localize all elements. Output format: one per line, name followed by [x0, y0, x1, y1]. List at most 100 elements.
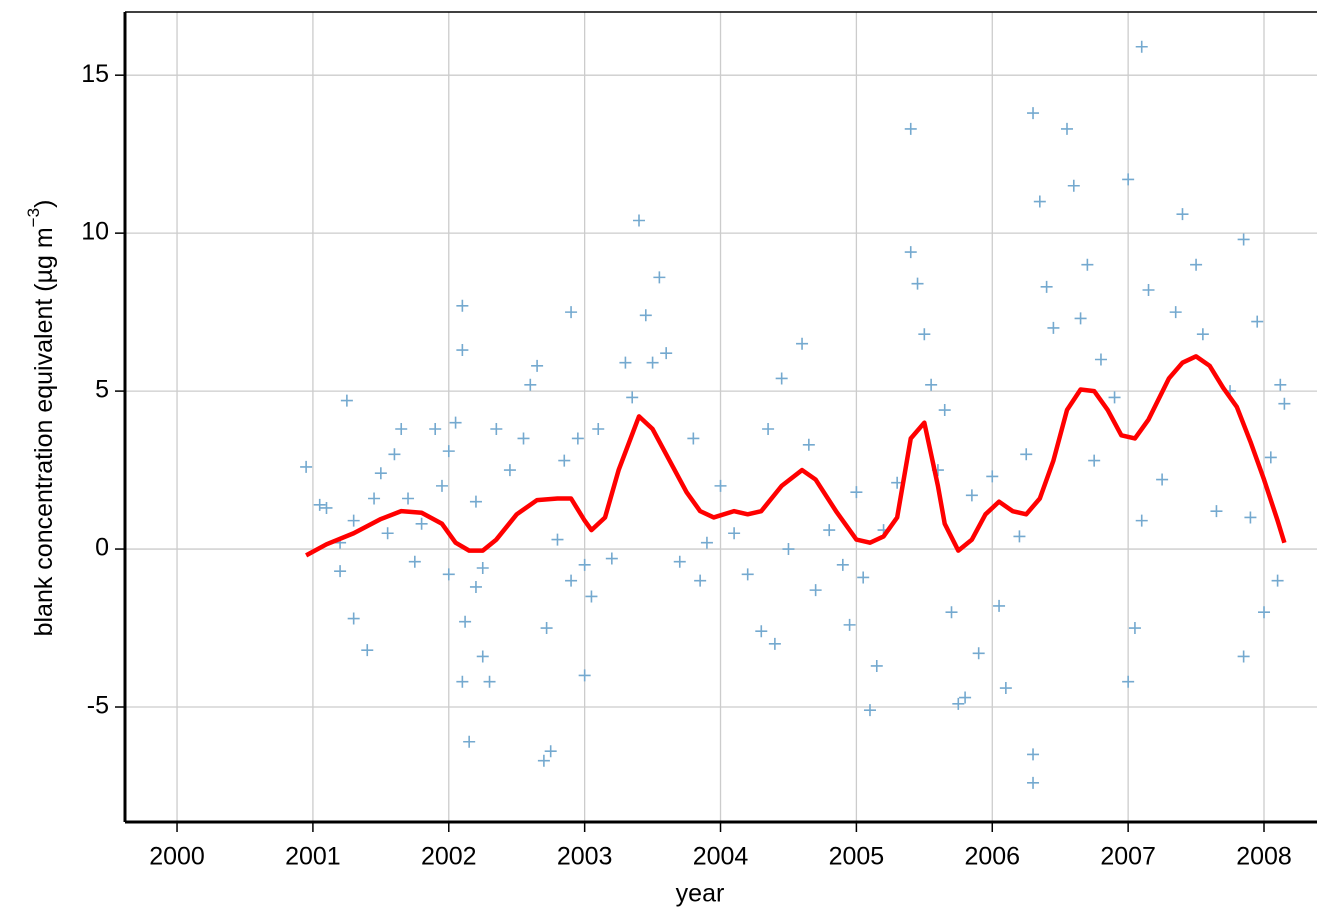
scatter-point — [463, 735, 476, 748]
scatter-point — [741, 568, 754, 581]
scatter-point — [1237, 650, 1250, 663]
scatter-point — [762, 423, 775, 436]
scatter-point — [551, 533, 564, 546]
scatter-point — [476, 650, 489, 663]
scatter-point — [938, 404, 951, 417]
scatter-point — [1244, 511, 1257, 524]
y-axis-label: blank concentration equivalent (µg m−3) — [24, 200, 57, 637]
scatter-point — [347, 514, 360, 527]
scatter-point — [558, 454, 571, 467]
scatter-point — [585, 590, 598, 603]
scatter-point — [755, 625, 768, 638]
scatter-point — [402, 492, 415, 505]
scatter-point — [925, 378, 938, 391]
y-axis-label-text: blank concentration equivalent (µg m — [30, 227, 58, 636]
y-tick-label: 15 — [81, 60, 109, 88]
scatter-point — [429, 423, 442, 436]
scatter-point — [694, 574, 707, 587]
scatter-point — [1271, 574, 1284, 587]
scatter-point — [1088, 454, 1101, 467]
scatter-point — [1196, 328, 1209, 341]
scatter-point — [768, 637, 781, 650]
scatter-point — [836, 558, 849, 571]
scatter-point — [374, 467, 387, 480]
scatter-point — [476, 562, 489, 575]
scatter-point — [633, 214, 646, 227]
scatter-point — [775, 372, 788, 385]
scatter-point — [1274, 378, 1287, 391]
y-axis-label-superscript: −3 — [24, 208, 43, 227]
scatter-point — [1251, 315, 1264, 328]
y-tick-label: -5 — [87, 692, 109, 720]
scatter-point — [449, 416, 462, 429]
scatter-point — [537, 754, 550, 767]
scatter-point — [483, 675, 496, 688]
scatter-point — [700, 536, 713, 549]
x-tick-label: 2002 — [421, 843, 477, 871]
scatter-point — [415, 517, 428, 530]
scatter-point — [435, 479, 448, 492]
x-tick-label: 2007 — [1100, 843, 1156, 871]
scatter-point — [490, 423, 503, 436]
y-tick-label: 0 — [95, 534, 109, 562]
scatter-point — [1047, 321, 1060, 334]
scatter-point — [1264, 451, 1277, 464]
scatter-point — [857, 571, 870, 584]
scatter-point — [802, 438, 815, 451]
scatter-point — [334, 565, 347, 578]
scatter-point — [605, 552, 618, 565]
scatter-point — [459, 615, 472, 628]
scatter-point — [1176, 208, 1189, 221]
scatter-point — [340, 394, 353, 407]
scatter-point — [524, 378, 537, 391]
scatter-point — [823, 524, 836, 537]
scatter-point — [904, 246, 917, 259]
scatter-point — [531, 359, 544, 372]
scatter-point — [1013, 530, 1026, 543]
scatter-point — [388, 448, 401, 461]
scatter-point — [1081, 258, 1094, 271]
scatter-point — [999, 682, 1012, 695]
scatter-point — [578, 669, 591, 682]
scatter-point — [1027, 107, 1040, 120]
scatter-point — [456, 299, 469, 312]
scatter-point — [300, 460, 313, 473]
scatter-point — [639, 309, 652, 322]
x-tick-label: 2006 — [964, 843, 1020, 871]
scatter-point — [592, 423, 605, 436]
scatter-point — [578, 558, 591, 571]
scatter-point — [1027, 776, 1040, 789]
scatter-point — [673, 555, 686, 568]
scatter-point — [904, 122, 917, 135]
scatter-point — [565, 574, 578, 587]
scatter-point — [918, 328, 931, 341]
scatter-point — [442, 445, 455, 458]
scatter-point — [1210, 505, 1223, 518]
scatter-point — [1135, 514, 1148, 527]
scatter-point — [1033, 195, 1046, 208]
scatter-point — [517, 432, 530, 445]
scatter-point — [347, 612, 360, 625]
scatter-point — [809, 584, 822, 597]
scatter-point — [1061, 122, 1073, 135]
scatter-point — [456, 675, 469, 688]
scatter-point — [544, 745, 557, 758]
x-tick-label: 2000 — [149, 843, 205, 871]
scatter-point — [993, 599, 1006, 612]
scatter-point — [442, 568, 455, 581]
scatter-point — [660, 347, 673, 360]
scatter-point — [952, 697, 965, 710]
scatter-point — [1156, 473, 1169, 486]
scatter-point — [843, 618, 856, 631]
scatter-point — [687, 432, 700, 445]
scatter-point — [313, 498, 326, 511]
scatter-point — [1067, 179, 1080, 192]
scatter-point — [1237, 233, 1250, 246]
scatter-point — [408, 555, 421, 568]
x-tick-label: 2008 — [1236, 843, 1292, 871]
x-tick-label: 2003 — [557, 843, 613, 871]
scatter-point — [1278, 397, 1291, 410]
scatter-point — [850, 486, 863, 499]
scatter-point — [1122, 173, 1135, 186]
scatter-point — [469, 580, 482, 593]
